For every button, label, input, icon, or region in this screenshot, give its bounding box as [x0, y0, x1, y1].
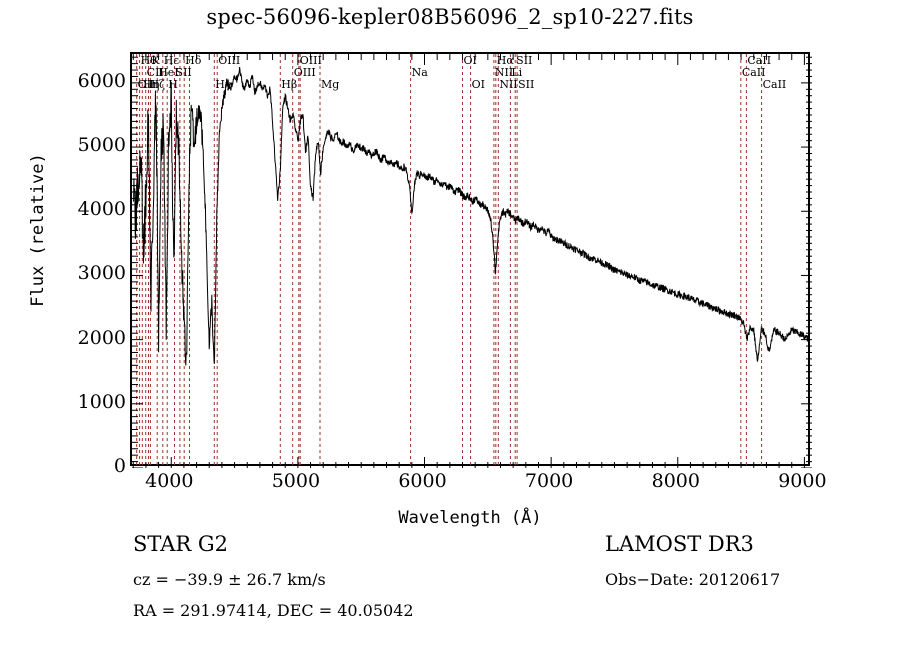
spectral-line-label: Hζ [149, 78, 166, 91]
spectral-line-label: HeI [158, 66, 179, 79]
y-tick-label: 6000 [77, 69, 126, 92]
y-axis-ticks [132, 56, 812, 468]
radial-velocity: cz = −39.9 ± 26.7 km/s [133, 570, 326, 589]
x-tick-label: 7000 [524, 470, 574, 492]
observation-date: Obs−Date: 20120617 [605, 570, 781, 589]
spectrum-canvas [132, 54, 812, 468]
y-tick-label: 2000 [77, 326, 126, 349]
spectrum-trace [132, 66, 810, 366]
spectral-line-label: SII [516, 54, 533, 67]
plot-area: OII Hθ Hη CII Hζ K HeI Hε H SII Hδ Hγ OIII Hβ OIII OIII… [130, 52, 812, 468]
x-axis-tick-labels: 4000 5000 6000 7000 8000 9000 [130, 470, 826, 500]
x-tick-label: 5000 [271, 470, 321, 492]
coordinates: RA = 291.97414, DEC = 40.05042 [133, 601, 414, 620]
spectral-line-label: OIII [293, 66, 316, 79]
spectral-line-label: Hδ [185, 54, 202, 67]
y-axis-tick-labels: 0 1000 2000 3000 4000 5000 6000 [48, 52, 126, 477]
spectral-line-label: Mg [321, 78, 340, 91]
spectral-line-label: Li [511, 66, 523, 79]
y-tick-label: 5000 [77, 134, 126, 157]
spectral-line-label: OII [137, 78, 156, 91]
x-tick-label: 6000 [398, 470, 447, 492]
x-tick-label: 8000 [651, 470, 700, 492]
spectral-line-label: CaII [741, 66, 766, 79]
spectral-line-label: SII [518, 78, 535, 91]
spectral-line-label: OIII [299, 54, 322, 67]
y-tick-label: 1000 [77, 390, 126, 413]
spectral-line-label: NII [494, 66, 514, 79]
x-axis-title: Wavelength (Å) [398, 508, 542, 528]
spectral-line-label: Hθ [140, 54, 157, 67]
x-tick-label: 9000 [778, 470, 827, 492]
emission-line-markers [136, 54, 763, 468]
figure-title: spec-56096-kepler08B56096_2_sp10-227.fit… [206, 5, 694, 29]
x-axis-ticks [132, 54, 805, 468]
spectral-line-label: Hα [496, 54, 514, 67]
spectral-line-label: CaII [747, 54, 772, 67]
spectral-line-label: NII [499, 78, 518, 91]
y-tick-label: 4000 [77, 198, 126, 221]
y-tick-label: 3000 [77, 262, 126, 285]
survey-name: LAMOST DR3 [605, 532, 754, 556]
x-tick-label: 4000 [145, 470, 194, 492]
spectral-line-label: Na [411, 66, 428, 79]
spectral-line-label: Hβ [281, 78, 298, 91]
spectral-line-label: Hη [143, 78, 160, 91]
spectral-line-label: SII [175, 66, 192, 79]
spectral-line-label: Hε [163, 54, 180, 67]
spectral-line-label: H [168, 78, 178, 91]
spectral-line-label: OIII [218, 54, 241, 67]
spectral-line-label: OI [471, 78, 485, 91]
y-tick-label: 0 [113, 455, 126, 477]
y-axis-title: Flux (relative) [28, 153, 48, 307]
object-type-class: STAR G2 [133, 532, 229, 556]
spectral-line-label: OI [463, 54, 477, 67]
spectral-line-label: CII [146, 66, 164, 79]
spectral-line-label: K [151, 54, 160, 67]
spectral-line-label: CaII [762, 78, 787, 91]
spectral-line-label: Hγ [215, 78, 232, 91]
